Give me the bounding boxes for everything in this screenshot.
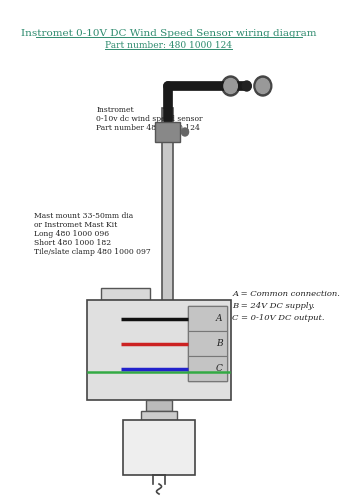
Text: Short 480 1000 182: Short 480 1000 182 [34, 239, 111, 247]
Circle shape [181, 128, 189, 136]
Bar [123, 420, 195, 475]
Circle shape [224, 78, 237, 94]
Circle shape [242, 81, 251, 91]
Text: A = Common connection.: A = Common connection. [232, 290, 340, 298]
Text: B = 24V DC supply.: B = 24V DC supply. [232, 302, 315, 310]
Bar [155, 122, 180, 142]
Text: Tile/slate clamp 480 1000 097: Tile/slate clamp 480 1000 097 [34, 248, 150, 256]
Bar [162, 108, 173, 308]
Text: Part number 480 1000 124: Part number 480 1000 124 [96, 124, 200, 132]
Text: Long 480 1000 096: Long 480 1000 096 [34, 230, 109, 238]
Bar [101, 288, 150, 300]
Text: Instromet 0-10V DC Wind Speed Sensor wiring diagram: Instromet 0-10V DC Wind Speed Sensor wir… [21, 28, 317, 38]
Bar [188, 306, 227, 381]
Bar [188, 331, 227, 356]
Text: A: A [216, 314, 222, 323]
Bar [141, 411, 177, 420]
Text: C: C [216, 364, 222, 373]
Bar [188, 356, 227, 381]
Text: B: B [216, 339, 222, 348]
Bar [88, 300, 231, 400]
Bar [146, 400, 172, 411]
Text: Part number: 480 1000 124: Part number: 480 1000 124 [105, 40, 232, 50]
Text: C = 0-10V DC output.: C = 0-10V DC output. [232, 314, 325, 322]
Bar [188, 306, 227, 331]
Text: Instromet: Instromet [96, 106, 134, 114]
Text: 0-10v dc wind speed sensor: 0-10v dc wind speed sensor [96, 115, 203, 123]
Text: Mast mount 33-50mm dia: Mast mount 33-50mm dia [34, 212, 133, 220]
Circle shape [254, 76, 272, 96]
Circle shape [222, 76, 240, 96]
Text: or Instromet Mast Kit: or Instromet Mast Kit [34, 221, 117, 229]
Circle shape [256, 78, 270, 94]
